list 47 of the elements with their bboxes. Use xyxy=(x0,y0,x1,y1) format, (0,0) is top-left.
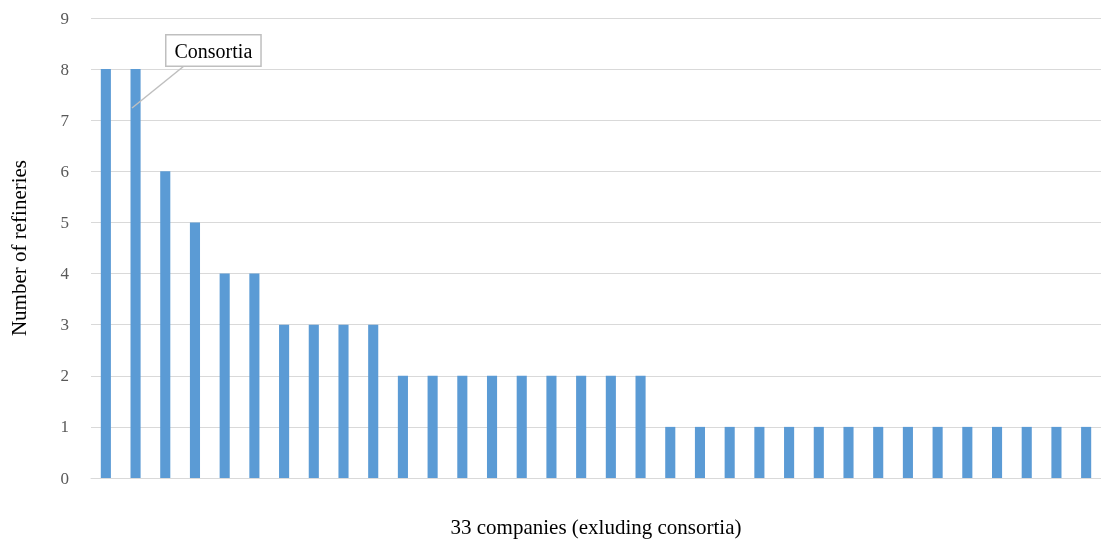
y-tick-label: 6 xyxy=(60,161,69,181)
y-axis-title: Number of refineries xyxy=(6,159,31,337)
bar xyxy=(100,69,111,478)
bar xyxy=(635,375,646,478)
y-tick-label: 9 xyxy=(60,8,69,28)
bar xyxy=(932,426,943,478)
bar xyxy=(397,375,408,478)
x-axis-title: 33 companies (exluding consortia) xyxy=(450,514,742,539)
bar xyxy=(279,324,290,478)
bar xyxy=(902,426,913,478)
bar xyxy=(665,426,676,478)
bar xyxy=(694,426,706,478)
y-tick-label: 2 xyxy=(60,366,69,386)
bar xyxy=(130,69,141,478)
bar xyxy=(1021,426,1032,478)
bar xyxy=(189,222,201,478)
annotation: Consortia xyxy=(174,39,253,62)
y-tick-label: 7 xyxy=(60,110,70,130)
bar xyxy=(873,426,884,478)
bar xyxy=(516,375,527,478)
bar xyxy=(754,426,765,478)
y-tick-label: 8 xyxy=(60,59,69,79)
bar xyxy=(576,375,587,478)
y-tick-label: 1 xyxy=(60,417,69,437)
bar xyxy=(962,426,973,478)
y-tick-label: 4 xyxy=(60,264,70,284)
bar xyxy=(308,324,319,478)
bar xyxy=(784,426,795,478)
bar xyxy=(605,375,616,478)
bar xyxy=(813,426,824,478)
bar xyxy=(486,375,498,478)
y-tick-label: 0 xyxy=(60,468,69,488)
bar xyxy=(1081,426,1092,478)
bar xyxy=(991,426,1003,478)
bar xyxy=(249,273,260,478)
y-tick-label: 3 xyxy=(60,315,69,335)
y-tick-label: 5 xyxy=(60,212,69,232)
bar xyxy=(160,171,171,478)
bar xyxy=(427,375,438,478)
bar xyxy=(368,324,379,478)
bar xyxy=(843,426,854,478)
bar xyxy=(338,324,349,478)
bar xyxy=(546,375,557,478)
bar xyxy=(1051,426,1062,478)
bar xyxy=(724,426,735,478)
bar xyxy=(457,375,468,478)
bar xyxy=(219,273,230,478)
